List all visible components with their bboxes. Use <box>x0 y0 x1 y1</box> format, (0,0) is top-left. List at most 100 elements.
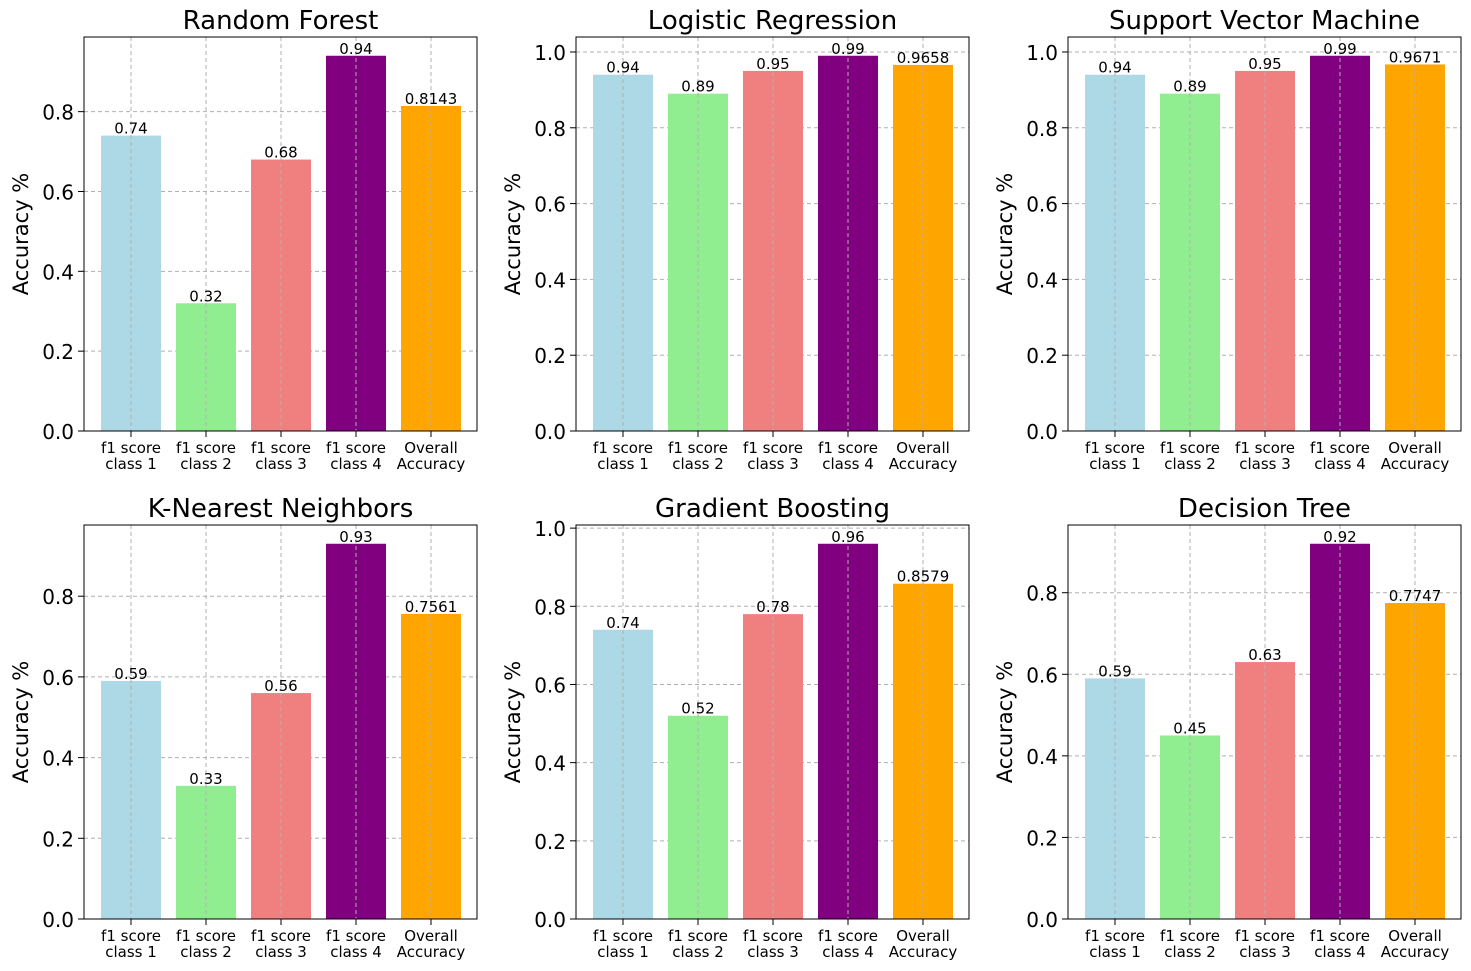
x-tick-label: class 4 <box>822 943 874 961</box>
y-tick-label: 0.0 <box>42 420 74 444</box>
y-tick-label: 0.2 <box>534 830 566 854</box>
x-tick-label: Overall <box>404 927 458 945</box>
x-tick-label: Accuracy <box>889 455 958 473</box>
x-tick-label: f1 score <box>743 927 803 945</box>
y-tick-label: 0.2 <box>1026 344 1058 368</box>
x-tick-label: Accuracy <box>889 943 958 961</box>
x-tick-label: f1 score <box>176 927 236 945</box>
y-tick-label: 0.8 <box>42 101 74 125</box>
x-tick-label: class 2 <box>180 455 232 473</box>
bar <box>668 715 728 919</box>
x-tick-label: f1 score <box>1085 927 1145 945</box>
y-axis-label: Accuracy % <box>501 173 525 296</box>
data-label: 0.52 <box>681 700 714 718</box>
x-tick-label: class 2 <box>672 455 724 473</box>
x-tick-label: class 4 <box>822 455 874 473</box>
bar <box>1085 74 1145 432</box>
data-label: 0.8143 <box>405 90 458 108</box>
axes-frame <box>575 524 970 920</box>
y-tick-label: 0.4 <box>1026 268 1058 292</box>
x-tick-label: f1 score <box>251 927 311 945</box>
y-tick-label: 0.6 <box>1026 663 1058 687</box>
data-label: 0.74 <box>606 614 639 632</box>
y-tick-label: 0.8 <box>534 595 566 619</box>
x-tick-label: Overall <box>896 927 950 945</box>
data-label: 0.95 <box>756 55 789 73</box>
y-axis-label: Accuracy % <box>993 173 1017 296</box>
data-label: 0.9658 <box>897 49 950 67</box>
y-tick-label: 0.4 <box>534 752 566 776</box>
y-tick-label: 0.4 <box>42 747 74 771</box>
y-tick-label: 0.2 <box>42 827 74 851</box>
x-tick-label: class 4 <box>330 455 382 473</box>
y-tick-label: 0.8 <box>1026 117 1058 141</box>
x-tick-label: f1 score <box>1235 439 1295 457</box>
data-label: 0.78 <box>756 598 789 616</box>
x-tick-label: f1 score <box>593 439 653 457</box>
y-tick-label: 0.0 <box>1026 420 1058 444</box>
x-tick-label: class 3 <box>1239 943 1291 961</box>
chart-title: Gradient Boosting <box>655 494 890 524</box>
y-tick-label: 0.8 <box>534 117 566 141</box>
bar <box>251 159 311 432</box>
axes-frame <box>1067 524 1462 920</box>
chart-title: Support Vector Machine <box>1109 6 1420 36</box>
data-label: 0.68 <box>264 144 297 162</box>
axes-frame <box>83 524 478 920</box>
x-tick-label: f1 score <box>818 927 878 945</box>
data-label: 0.89 <box>1173 78 1206 96</box>
x-tick-label: class 1 <box>597 455 649 473</box>
chart-title: K-Nearest Neighbors <box>148 494 414 524</box>
data-label: 0.96 <box>831 528 864 546</box>
y-tick-label: 0.0 <box>534 420 566 444</box>
y-tick-label: 0.8 <box>42 585 74 609</box>
bar <box>593 74 653 432</box>
data-label: 0.32 <box>189 287 222 305</box>
x-tick-label: f1 score <box>1160 927 1220 945</box>
x-tick-label: class 1 <box>105 455 157 473</box>
x-tick-label: f1 score <box>668 927 728 945</box>
data-label: 0.8579 <box>897 568 950 586</box>
y-tick-label: 0.2 <box>42 340 74 364</box>
x-tick-label: class 2 <box>1164 455 1216 473</box>
data-label: 0.7747 <box>1389 587 1442 605</box>
data-label: 0.56 <box>264 677 297 695</box>
x-tick-label: Accuracy <box>1381 943 1450 961</box>
x-tick-label: class 3 <box>255 455 307 473</box>
y-tick-label: 0.4 <box>534 268 566 292</box>
x-tick-label: Overall <box>1388 439 1442 457</box>
data-label: 0.92 <box>1323 528 1356 546</box>
x-tick-label: f1 score <box>818 439 878 457</box>
x-tick-label: f1 score <box>668 439 728 457</box>
y-tick-label: 1.0 <box>1026 41 1058 65</box>
chart-title: Logistic Regression <box>648 6 897 36</box>
x-tick-label: class 4 <box>1314 455 1366 473</box>
y-tick-label: 0.6 <box>42 666 74 690</box>
y-tick-label: 0.8 <box>1026 582 1058 606</box>
y-tick-label: 0.6 <box>534 673 566 697</box>
data-label: 0.59 <box>114 665 147 683</box>
data-label: 0.7561 <box>405 598 458 616</box>
x-tick-label: f1 score <box>593 927 653 945</box>
x-tick-label: class 1 <box>105 943 157 961</box>
x-tick-label: f1 score <box>101 439 161 457</box>
chart-title: Decision Tree <box>1178 494 1351 524</box>
x-tick-label: Accuracy <box>397 943 466 961</box>
axes-frame <box>83 36 478 432</box>
data-label: 0.63 <box>1248 646 1281 664</box>
data-label: 0.95 <box>1248 55 1281 73</box>
x-tick-label: class 2 <box>1164 943 1216 961</box>
x-tick-label: Overall <box>1388 927 1442 945</box>
x-tick-label: f1 score <box>1160 439 1220 457</box>
y-tick-label: 0.2 <box>534 344 566 368</box>
x-tick-label: class 3 <box>747 943 799 961</box>
y-axis-label: Accuracy % <box>501 661 525 784</box>
y-tick-label: 1.0 <box>534 517 566 541</box>
x-tick-label: f1 score <box>101 927 161 945</box>
y-tick-label: 0.0 <box>534 908 566 932</box>
